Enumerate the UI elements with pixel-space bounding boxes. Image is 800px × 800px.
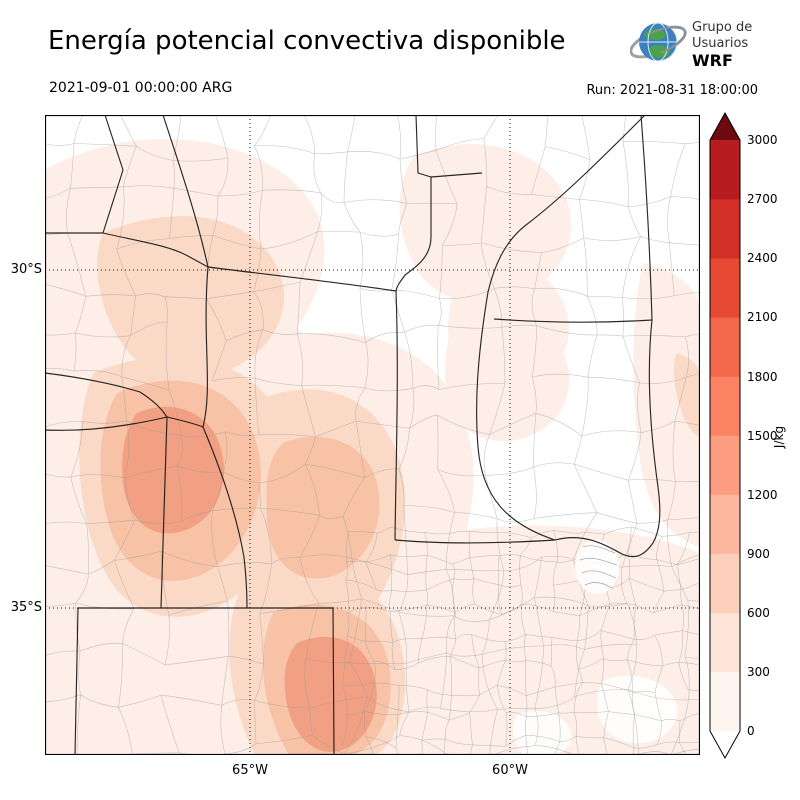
logo-line1: Grupo de xyxy=(692,20,752,35)
logo-line3: WRF xyxy=(692,51,733,70)
colorbar xyxy=(709,111,741,760)
colorbar-tick: 600 xyxy=(747,606,770,620)
colorbar-outline xyxy=(709,111,741,760)
wrf-users-group-logo: Grupo de Usuarios WRF xyxy=(630,20,752,70)
cape-map xyxy=(45,115,700,755)
province-borders xyxy=(45,115,661,755)
colorbar-tick: 1500 xyxy=(747,429,778,443)
valid-time-label: 2021-09-01 00:00:00 ARG xyxy=(49,80,233,96)
map-frame xyxy=(45,115,700,755)
lat-label-35s: 35°S xyxy=(10,600,42,615)
run-time-label: Run: 2021-08-31 18:00:00 xyxy=(586,83,758,98)
globe-icon xyxy=(630,22,687,62)
colorbar-arrow-top xyxy=(710,113,740,140)
colorbar-tick: 3000 xyxy=(747,133,778,147)
colorbar-tick: 2100 xyxy=(747,310,778,324)
colorbar-tick: 900 xyxy=(747,547,770,561)
colorbar-unit-label: J/kg xyxy=(772,425,786,449)
colorbar-tick: 2700 xyxy=(747,192,778,206)
colorbar-arrow-bottom xyxy=(710,731,740,758)
colorbar-tick: 1200 xyxy=(747,488,778,502)
page-title: Energía potencial convectiva disponible xyxy=(48,26,566,56)
logo-line2: Usuarios xyxy=(692,36,748,51)
parana-delta xyxy=(575,540,619,594)
cape-clear-areas xyxy=(513,675,678,755)
lat-label-30s: 30°S xyxy=(10,262,42,277)
lon-label-60w: 60°W xyxy=(492,763,528,778)
colorbar-segments xyxy=(710,139,740,732)
cape-shading-core xyxy=(122,406,377,752)
colorbar-tick: 0 xyxy=(747,724,755,738)
colorbar-tick: 300 xyxy=(747,665,770,679)
department-borders-dense xyxy=(341,526,700,755)
colorbar-tick: 1800 xyxy=(747,370,778,384)
colorbar-tick: 2400 xyxy=(747,251,778,265)
lon-label-65w: 65°W xyxy=(232,763,268,778)
graticule-lines xyxy=(45,115,700,755)
